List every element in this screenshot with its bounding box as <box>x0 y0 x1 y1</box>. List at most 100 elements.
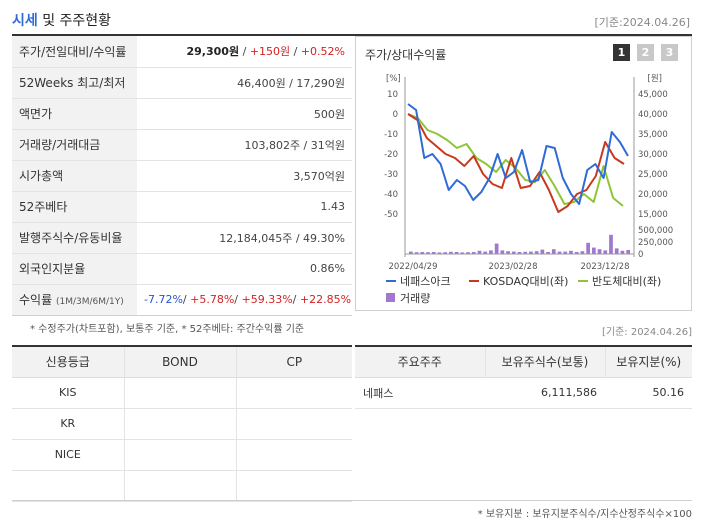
volume-bar <box>551 249 556 254</box>
separator: / <box>182 293 191 306</box>
price-change: +150원 <box>249 45 291 59</box>
return-1m: -7.72% <box>144 293 183 306</box>
table-cell <box>236 377 352 409</box>
table-row <box>355 408 692 439</box>
chart-page-2-button[interactable]: 2 <box>637 44 654 61</box>
row-value: 1.43 <box>137 191 352 223</box>
page-title-rest: 및 주주현황 <box>37 13 112 29</box>
column-header: CP <box>236 345 352 378</box>
quote-row: 시가총액 3,570억원 <box>12 160 352 192</box>
right-tick-label: 25,000 <box>638 170 668 180</box>
price-change-rate: +0.52% <box>300 45 345 59</box>
quote-row: 주가/전일대비/수익률 29,300원 / +150원 / +0.52% <box>12 36 352 68</box>
volume-bar <box>529 251 533 254</box>
volume-bar <box>466 252 470 254</box>
holder-shares: 6,111,586 <box>485 377 605 409</box>
volume-bar <box>569 250 573 254</box>
footnote: * 보유지분 : 보유지분주식수/지수산정주식수×100 <box>477 509 692 520</box>
column-header: 보유지분(%) <box>605 345 692 378</box>
holders-reference-date: [기준: 2024.04.26] <box>601 327 692 338</box>
volume-bar <box>437 252 442 254</box>
return-6m: +59.33% <box>241 293 293 306</box>
right-tick-label: 15,000 <box>638 210 668 220</box>
legend-label: KOSDAQ대비(좌) <box>483 275 568 288</box>
row-value: 12,184,045주 / 49.30% <box>137 222 352 254</box>
row-label: 외국인지분율 <box>12 253 137 285</box>
row-label: 52주베타 <box>12 191 137 223</box>
column-header: 보유주식수(보통) <box>485 345 606 378</box>
volume-bar <box>420 252 425 254</box>
quote-row: 발행주식수/유동비율 12,184,045주 / 49.30% <box>12 222 352 254</box>
right-tick-label: 45,000 <box>638 90 668 100</box>
return-3m: +5.78% <box>190 293 235 306</box>
table-cell <box>124 408 237 440</box>
return-1y: +22.85% <box>299 293 352 306</box>
chart-page-1-button[interactable]: 1 <box>613 44 630 61</box>
separator: / <box>234 293 242 306</box>
legend-label: 거래량 <box>400 292 430 305</box>
volume-bar <box>426 252 430 254</box>
volume-bar <box>557 251 562 254</box>
right-axis-unit: [원] <box>648 74 662 84</box>
current-price: 29,300원 <box>186 45 240 59</box>
holder-name: 네패스 <box>355 377 485 409</box>
volume-bar <box>409 251 413 254</box>
volume-bar <box>534 251 539 254</box>
volume-bar <box>609 234 613 254</box>
chart-notes: * 수정주가(차트포함), 보통주 기준, * 52주베타: 주간수익률 기준 <box>30 324 305 335</box>
table-row: KR <box>12 408 352 440</box>
table-cell <box>12 470 125 502</box>
volume-bar <box>443 252 448 254</box>
price-value: 29,300원 / +150원 / +0.52% <box>137 36 352 68</box>
left-tick-label: -40 <box>384 190 398 200</box>
volume-bar <box>454 252 459 254</box>
volume-bar <box>483 251 488 254</box>
series-line <box>407 103 629 205</box>
quote-row: 액면가 500원 <box>12 98 352 130</box>
row-value: 103,802주 / 31억원 <box>137 129 352 161</box>
volume-bar <box>471 252 476 254</box>
legend-swatch <box>386 293 395 302</box>
page-title: 시세 및 주주현황 <box>12 10 111 30</box>
volume-tick-label: 500,000 <box>638 226 673 236</box>
row-label: 수익률 (1M/3M/6M/1Y) <box>12 284 137 316</box>
volume-bar <box>523 251 528 254</box>
table-cell <box>124 470 237 502</box>
volume-bar <box>489 250 493 254</box>
volume-bar <box>620 250 625 254</box>
table-row: 네패스 6,111,586 50.16 <box>355 377 692 409</box>
table-row: KIS <box>12 377 352 409</box>
volume-bar <box>626 250 630 254</box>
table-cell: NICE <box>12 439 125 471</box>
chart-page-3-button[interactable]: 3 <box>661 44 678 61</box>
left-tick-label: -20 <box>384 150 398 160</box>
returns-values: -7.72%/ +5.78%/ +59.33%/ +22.85% <box>137 284 352 316</box>
chart-panel: 주가/상대수익률 1 2 3 [%] [원] 10 0 -10 -20 -30 -40 -50 4… <box>355 36 692 311</box>
table-cell: KR <box>12 408 125 440</box>
row-label: 주가/전일대비/수익률 <box>12 36 137 68</box>
row-value: 46,400원 / 17,290원 <box>137 67 352 99</box>
right-tick-label: 35,000 <box>638 130 668 140</box>
table-cell <box>236 408 352 440</box>
separator: / <box>290 45 301 59</box>
separator: / <box>292 293 300 306</box>
right-tick-label: 30,000 <box>638 150 668 160</box>
top-divider <box>12 34 692 36</box>
volume-bar <box>506 251 510 254</box>
volume-bar <box>580 251 585 254</box>
x-tick-label: 2022/04/29 <box>389 262 438 272</box>
volume-bar <box>494 243 499 254</box>
table-header-row: 신용등급 BOND CP <box>12 345 352 378</box>
volume-bar <box>540 249 545 254</box>
right-tick-label: 40,000 <box>638 110 668 120</box>
left-tick-label: 10 <box>387 90 398 100</box>
row-label: 거래량/거래대금 <box>12 129 137 161</box>
legend-label: 네패스아크 <box>400 275 451 288</box>
series-line <box>407 113 624 207</box>
major-shareholders-table: 주요주주 보유주식수(보통) 보유지분(%) 네패스 6,111,586 50.16 <box>355 345 692 439</box>
table-row: NICE <box>12 439 352 471</box>
quote-row: 외국인지분율 0.86% <box>12 253 352 285</box>
volume-bar <box>614 248 619 254</box>
volume-bar <box>603 250 608 254</box>
quote-row: 52Weeks 최고/최저 46,400원 / 17,290원 <box>12 67 352 99</box>
